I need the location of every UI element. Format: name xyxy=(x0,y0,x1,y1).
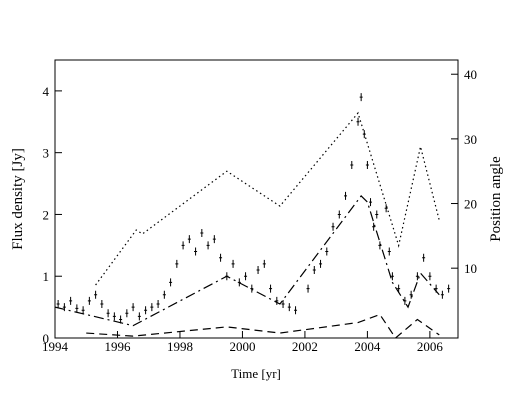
data-point xyxy=(372,222,376,231)
data-point xyxy=(75,304,79,313)
data-point xyxy=(331,222,335,231)
data-point xyxy=(337,210,341,219)
data-point xyxy=(428,272,432,281)
data-point xyxy=(206,241,210,250)
data-point xyxy=(112,312,116,321)
data-point xyxy=(212,235,216,244)
data-point xyxy=(409,290,413,299)
data-point xyxy=(390,272,394,281)
x-tick-label: 2004 xyxy=(354,339,381,354)
x-tick-label: 1994 xyxy=(42,339,69,354)
y2-tick-label: 10 xyxy=(464,261,477,276)
data-point xyxy=(403,296,407,305)
trend-line xyxy=(54,195,440,327)
data-point xyxy=(319,259,323,268)
data-point xyxy=(447,284,451,293)
data-point xyxy=(434,284,438,293)
data-point xyxy=(384,204,388,213)
data-point xyxy=(56,300,60,309)
data-point xyxy=(94,290,98,299)
trend-line xyxy=(86,313,440,339)
data-point xyxy=(175,259,179,268)
data-point xyxy=(312,266,316,275)
data-point xyxy=(244,272,248,281)
data-point xyxy=(187,235,191,244)
data-point xyxy=(325,247,329,256)
y2-axis-label: Position angle xyxy=(488,156,504,242)
data-point xyxy=(100,300,104,309)
data-point xyxy=(375,210,379,219)
data-point xyxy=(378,241,382,250)
data-point xyxy=(281,300,285,309)
data-point xyxy=(306,284,310,293)
data-point xyxy=(250,284,254,293)
data-point xyxy=(131,303,135,312)
data-point xyxy=(287,303,291,312)
data-point xyxy=(87,296,91,305)
plot-frame xyxy=(54,59,459,339)
data-point xyxy=(294,306,298,315)
data-point xyxy=(144,306,148,315)
y2-tick-label: 30 xyxy=(464,132,477,147)
data-point xyxy=(162,290,166,299)
x-axis-label: Time [yr] xyxy=(231,366,281,381)
data-point xyxy=(125,309,129,318)
x-tick-label: 1996 xyxy=(104,339,131,354)
data-point xyxy=(369,198,373,207)
y-axis-label: Flux density [Jy] xyxy=(10,148,26,250)
data-point xyxy=(275,296,279,305)
y-tick-label: 1 xyxy=(43,269,50,284)
y-tick-label: 3 xyxy=(43,146,50,161)
data-point xyxy=(365,161,369,170)
data-point xyxy=(81,306,85,315)
data-point xyxy=(137,312,141,321)
x-tick-label: 2006 xyxy=(417,339,444,354)
data-point xyxy=(356,117,360,126)
data-point xyxy=(200,228,204,237)
data-point xyxy=(397,284,401,293)
data-point xyxy=(150,303,154,312)
data-point xyxy=(231,259,235,268)
data-point xyxy=(69,296,73,305)
x-tick-label: 1998 xyxy=(167,339,193,354)
data-point xyxy=(106,309,110,318)
data-point xyxy=(237,278,241,287)
data-point xyxy=(119,315,123,324)
data-point xyxy=(181,241,185,250)
data-point xyxy=(156,300,160,309)
data-point xyxy=(262,259,266,268)
data-point xyxy=(422,253,426,262)
data-point xyxy=(415,272,419,281)
y-tick-label: 4 xyxy=(43,84,50,99)
data-point xyxy=(219,253,223,262)
data-point xyxy=(169,278,173,287)
data-point xyxy=(359,93,363,102)
y-tick-label: 0 xyxy=(43,331,50,346)
trend-line xyxy=(95,111,440,286)
data-point xyxy=(256,266,260,275)
data-point xyxy=(350,161,354,170)
data-point xyxy=(194,247,198,256)
y2-tick-label: 40 xyxy=(464,67,477,82)
data-point xyxy=(362,130,366,139)
y2-tick-label: 20 xyxy=(464,197,477,212)
data-point xyxy=(225,272,229,281)
x-tick-label: 2002 xyxy=(292,339,318,354)
data-point xyxy=(62,303,66,312)
x-tick-label: 2000 xyxy=(229,339,255,354)
data-point xyxy=(440,290,444,299)
data-point xyxy=(269,284,273,293)
y-tick-label: 2 xyxy=(43,207,50,222)
data-point xyxy=(387,247,391,256)
data-point xyxy=(344,191,348,200)
